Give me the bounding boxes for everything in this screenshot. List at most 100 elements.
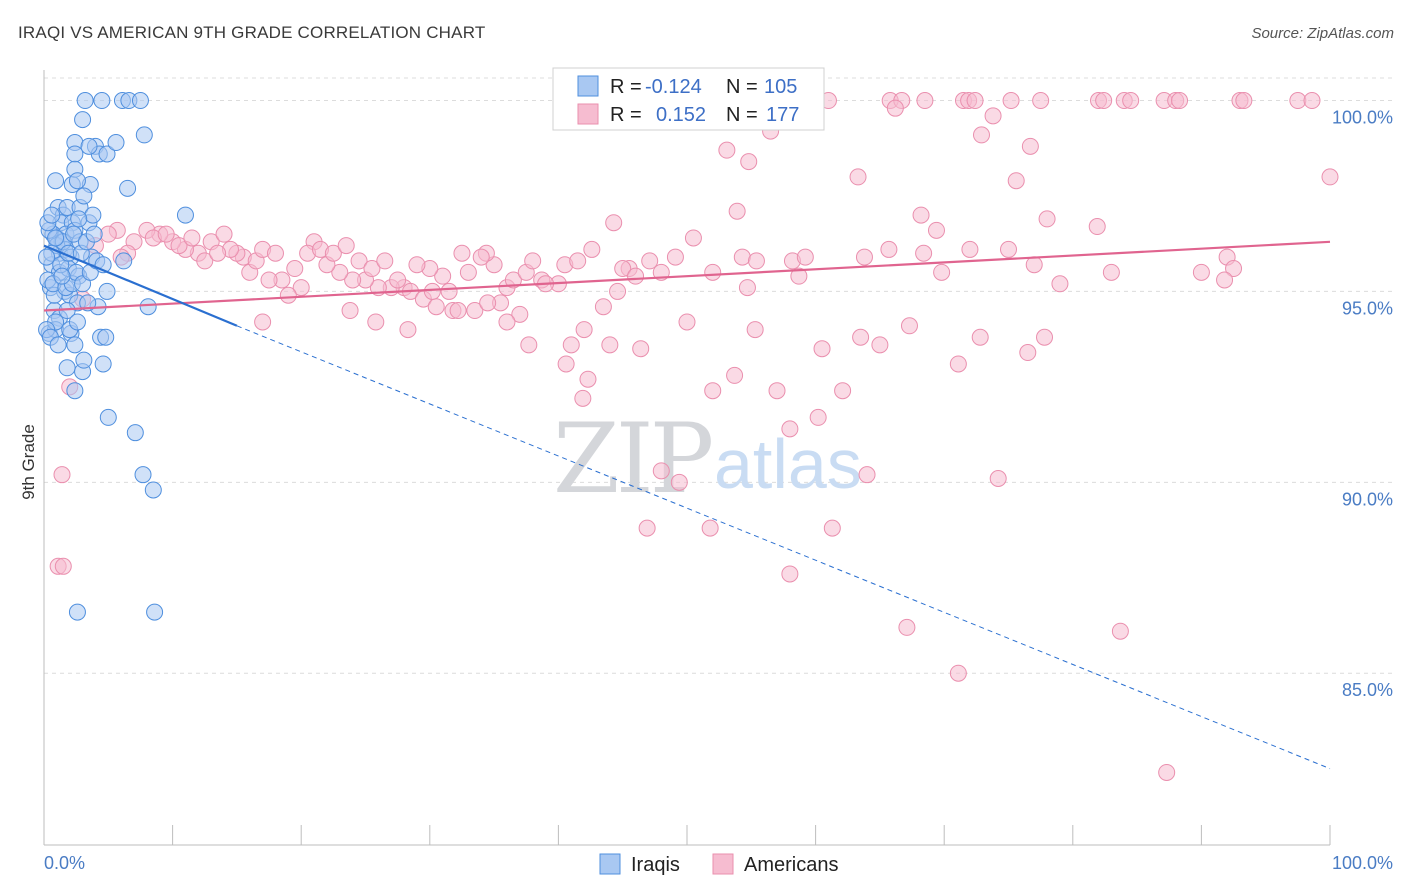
americans-point-85 <box>279 286 297 304</box>
iraqis-point-104 <box>38 248 56 266</box>
iraqis-point-98 <box>49 336 67 354</box>
americans-point-148 <box>562 336 580 354</box>
americans-point-51 <box>880 240 898 258</box>
americans-point-29 <box>1321 168 1339 186</box>
americans-point-165 <box>579 370 597 388</box>
grid-lines <box>44 77 1393 674</box>
iraqis-point-5 <box>74 111 92 129</box>
americans-point-172 <box>858 466 876 484</box>
americans-point-164 <box>726 366 744 384</box>
iraqis-point-64 <box>126 424 144 442</box>
americans-point-154 <box>852 328 870 346</box>
americans-point-54 <box>961 240 979 258</box>
iraqis-point-17 <box>119 179 137 197</box>
americans-point-162 <box>834 382 852 400</box>
iraqis-point-56 <box>66 336 84 354</box>
americans-point-20 <box>886 99 904 117</box>
americans-point-166 <box>557 355 575 373</box>
iraqis-point-61 <box>94 355 112 373</box>
americans-point-59 <box>1192 263 1210 281</box>
americans-point-170 <box>652 462 670 480</box>
americans-point-146 <box>498 313 516 331</box>
americans-point-87 <box>260 271 278 289</box>
americans-point-3 <box>916 92 934 110</box>
americans-point-52 <box>915 244 933 262</box>
americans-point-70 <box>472 248 490 266</box>
iraqis-point-103 <box>70 210 88 228</box>
americans-point-173 <box>989 469 1007 487</box>
iraqis-point-65 <box>134 466 152 484</box>
iraqis-point-68 <box>115 252 133 270</box>
americans-point-160 <box>704 382 722 400</box>
americans-point-108 <box>196 252 214 270</box>
americans-point-75 <box>408 256 426 274</box>
americans-point-174 <box>638 519 656 537</box>
americans-point-183 <box>54 557 72 575</box>
iraqis-point-62 <box>66 382 84 400</box>
americans-point-72 <box>434 267 452 285</box>
americans-point-8 <box>1032 92 1050 110</box>
americans-point-137 <box>627 267 645 285</box>
iraqis-point-101 <box>47 229 65 247</box>
americans-point-32 <box>1038 210 1056 228</box>
legend-swatch-iraqis <box>577 75 599 97</box>
americans-point-42 <box>614 260 632 278</box>
americans-point-46 <box>747 252 765 270</box>
iraqis-point-11 <box>135 126 153 144</box>
iraqis-point-66 <box>144 481 162 499</box>
americans-point-117 <box>324 244 342 262</box>
americans-point-35 <box>605 214 623 232</box>
americans-point-114 <box>286 260 304 278</box>
legend-r-label-1: R = <box>610 76 642 98</box>
americans-point-119 <box>350 252 368 270</box>
americans-point-147 <box>254 313 272 331</box>
americans-point-145 <box>479 294 497 312</box>
americans-point-163 <box>949 355 967 373</box>
iraqis-point-47 <box>98 282 116 300</box>
legend-n-label-1: N = <box>726 76 758 98</box>
iraqis-point-69 <box>68 603 86 621</box>
x-tick-label-min: 0.0% <box>44 853 85 873</box>
legend-label-americans: Americans <box>744 854 838 876</box>
americans-point-134 <box>569 252 587 270</box>
americans-point-159 <box>1036 328 1054 346</box>
americans-point-71 <box>459 263 477 281</box>
series-legend: Iraqis Americans <box>599 853 838 876</box>
y-tick-label-1: 90.0% <box>1342 489 1393 509</box>
americans-point-120 <box>363 260 381 278</box>
americans-point-110 <box>215 225 233 243</box>
americans-point-25 <box>1021 137 1039 155</box>
americans-point-56 <box>1025 256 1043 274</box>
y-tick-label-2: 95.0% <box>1342 298 1393 318</box>
americans-point-80 <box>344 271 362 289</box>
americans-point-109 <box>209 244 227 262</box>
americans-point-84 <box>292 279 310 297</box>
iraqis-points <box>38 92 194 621</box>
americans-point-128 <box>466 302 484 320</box>
americans-trend-line <box>43 240 1331 312</box>
americans-point-155 <box>871 336 889 354</box>
americans-point-184 <box>53 466 71 484</box>
americans-point-113 <box>266 244 284 262</box>
americans-point-57 <box>1051 275 1069 293</box>
americans-point-144 <box>449 302 467 320</box>
legend-n-value-1: 105 <box>764 76 797 98</box>
trend-lines <box>43 240 1331 770</box>
americans-point-138 <box>678 313 696 331</box>
americans-point-176 <box>823 519 841 537</box>
americans-point-153 <box>813 340 831 358</box>
americans-point-161 <box>768 382 786 400</box>
americans-point-19 <box>1303 92 1321 110</box>
americans-point-132 <box>524 252 542 270</box>
legend-n-value-2: 177 <box>766 104 799 126</box>
americans-point-136 <box>594 298 612 316</box>
americans-point-177 <box>781 565 799 583</box>
americans-point-17 <box>1235 92 1253 110</box>
legend-n-label-2: N = <box>726 104 758 126</box>
americans-point-73 <box>440 282 458 300</box>
americans-point-21 <box>984 107 1002 125</box>
americans-point-167 <box>574 389 592 407</box>
americans-point-152 <box>746 321 764 339</box>
americans-point-26 <box>740 153 758 171</box>
